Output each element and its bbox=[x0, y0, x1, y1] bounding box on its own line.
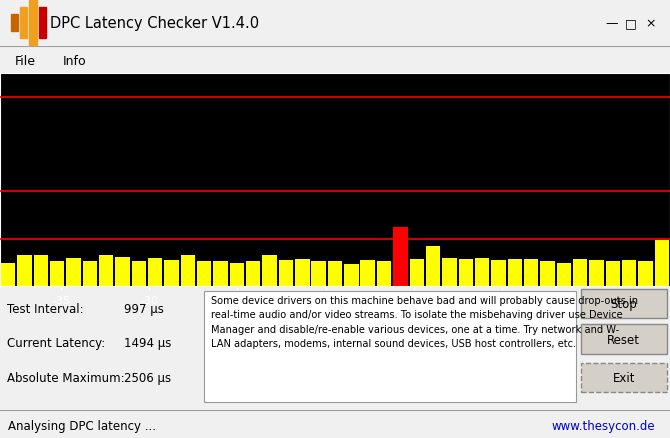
FancyBboxPatch shape bbox=[204, 292, 576, 402]
Bar bbox=[148, 258, 162, 287]
Bar bbox=[34, 256, 48, 287]
Bar bbox=[164, 261, 179, 287]
Bar bbox=[20, 8, 27, 39]
Bar bbox=[197, 262, 212, 287]
Bar bbox=[39, 8, 46, 39]
Bar bbox=[230, 263, 244, 287]
Text: Stop: Stop bbox=[610, 297, 637, 311]
Text: Info: Info bbox=[63, 55, 86, 68]
Bar bbox=[540, 262, 555, 287]
Bar bbox=[246, 262, 261, 287]
Bar bbox=[82, 262, 97, 287]
Text: Test Interval:: Test Interval: bbox=[7, 302, 83, 315]
Bar bbox=[66, 258, 80, 287]
Bar bbox=[557, 263, 571, 287]
Text: Some device drivers on this machine behave bad and will probably cause drop-outs: Some device drivers on this machine beha… bbox=[211, 295, 638, 348]
Bar bbox=[524, 259, 538, 287]
Bar bbox=[132, 262, 146, 287]
Bar bbox=[377, 262, 391, 287]
Text: —: — bbox=[606, 17, 618, 30]
Bar bbox=[344, 264, 358, 287]
Bar bbox=[573, 259, 588, 287]
Text: File: File bbox=[15, 55, 36, 68]
Bar bbox=[1, 263, 15, 287]
Bar bbox=[442, 258, 456, 287]
Bar bbox=[491, 261, 506, 287]
Bar bbox=[295, 259, 310, 287]
FancyBboxPatch shape bbox=[581, 325, 667, 354]
Bar bbox=[360, 261, 375, 287]
Bar bbox=[606, 262, 620, 287]
Bar bbox=[11, 15, 18, 32]
Bar bbox=[328, 262, 342, 287]
Text: ×: × bbox=[645, 17, 656, 30]
Bar bbox=[622, 261, 636, 287]
Bar bbox=[29, 1, 37, 46]
Bar bbox=[590, 261, 604, 287]
Text: www.thesycon.de: www.thesycon.de bbox=[551, 419, 655, 432]
Text: 1494 μs: 1494 μs bbox=[124, 337, 172, 350]
Bar bbox=[426, 247, 440, 287]
Bar bbox=[475, 258, 489, 287]
Bar bbox=[639, 262, 653, 287]
Text: Reset: Reset bbox=[607, 333, 641, 346]
Bar bbox=[214, 262, 228, 287]
Text: DPC Latency Checker V1.4.0: DPC Latency Checker V1.4.0 bbox=[50, 16, 259, 31]
Bar bbox=[312, 262, 326, 287]
Text: Exit: Exit bbox=[612, 371, 635, 384]
Text: □: □ bbox=[625, 17, 637, 30]
Bar bbox=[409, 259, 424, 287]
Text: Absolute Maximum:: Absolute Maximum: bbox=[7, 371, 125, 384]
Text: Current Latency:: Current Latency: bbox=[7, 337, 105, 350]
Text: 2506 μs: 2506 μs bbox=[124, 371, 171, 384]
Bar bbox=[50, 262, 64, 287]
Bar bbox=[508, 259, 522, 287]
Bar bbox=[115, 257, 130, 287]
Bar bbox=[393, 227, 407, 287]
FancyBboxPatch shape bbox=[581, 363, 667, 392]
Bar bbox=[181, 256, 195, 287]
FancyBboxPatch shape bbox=[581, 289, 667, 318]
Bar bbox=[17, 256, 31, 287]
Text: Analysing DPC latency ...: Analysing DPC latency ... bbox=[8, 419, 156, 432]
Text: 997 μs: 997 μs bbox=[124, 302, 164, 315]
Bar bbox=[655, 240, 669, 287]
Bar bbox=[458, 259, 473, 287]
Bar bbox=[99, 256, 113, 287]
Bar bbox=[279, 261, 293, 287]
Bar bbox=[263, 256, 277, 287]
